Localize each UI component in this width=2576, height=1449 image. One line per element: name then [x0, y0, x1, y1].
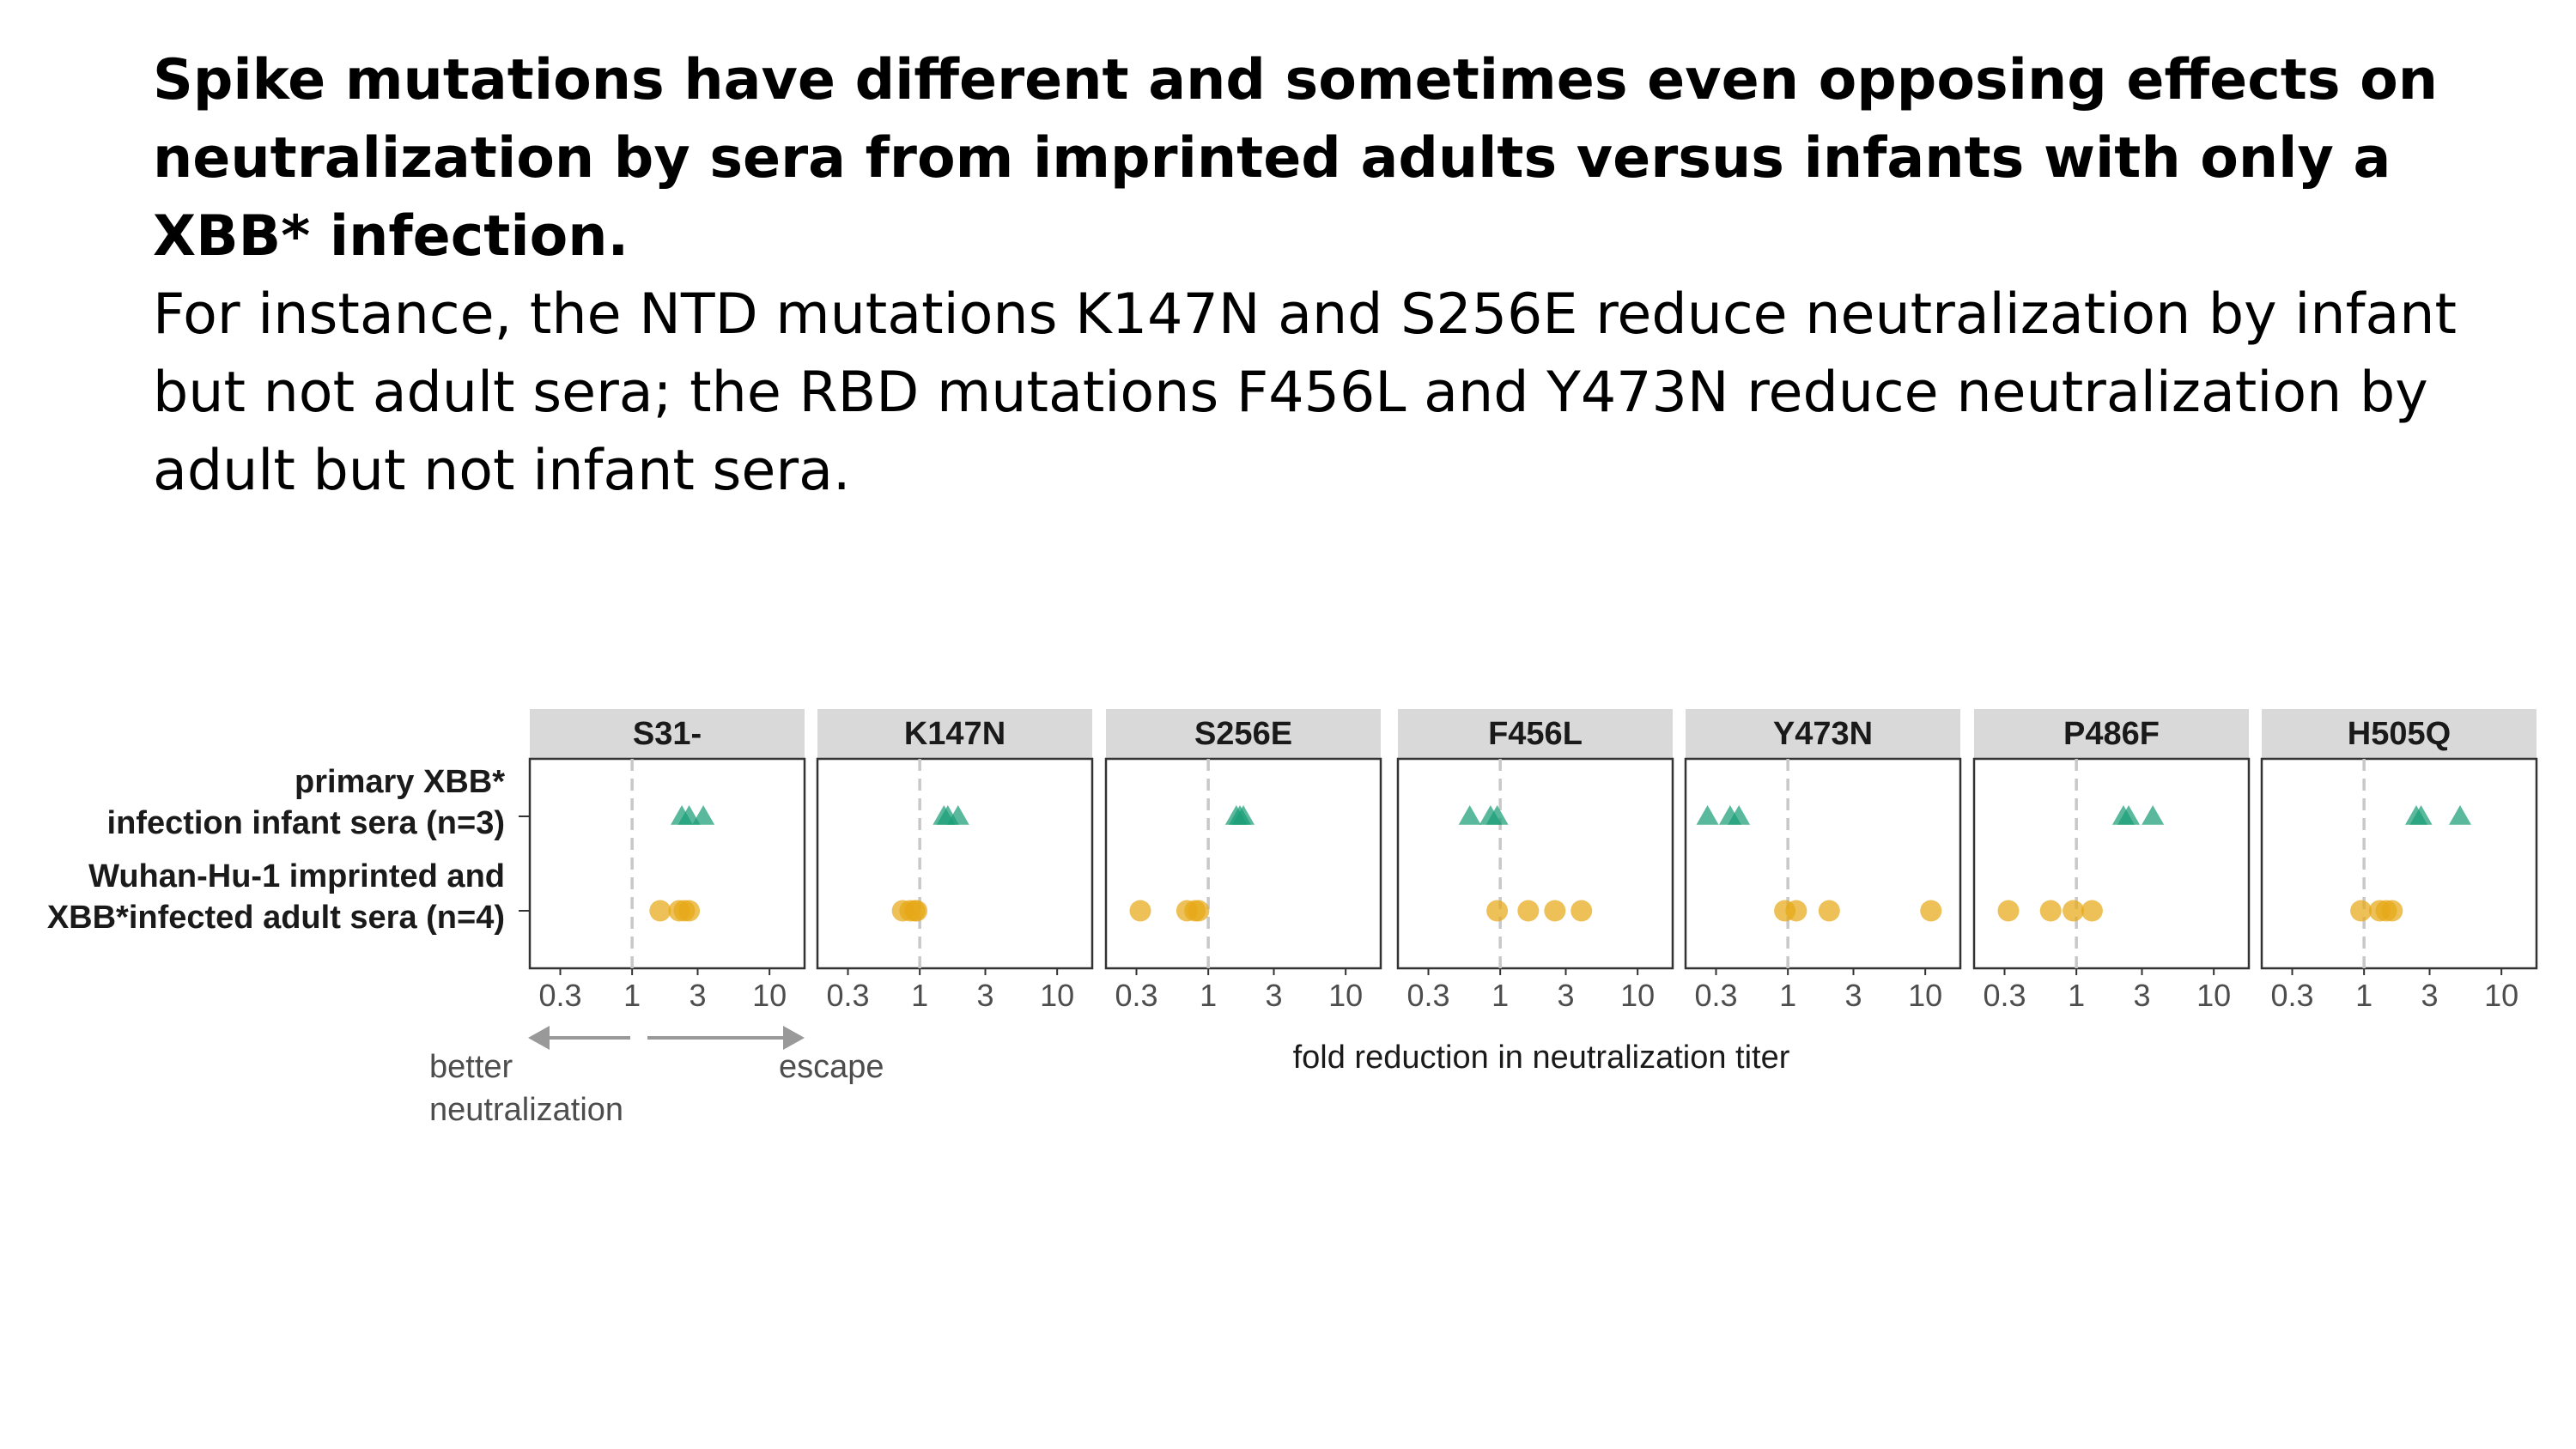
- panel-frame: [816, 757, 1094, 970]
- adult-sera-point: [1920, 900, 1942, 922]
- infant-sera-point: [1232, 805, 1255, 825]
- x-tick-label: 3: [976, 978, 993, 1013]
- x-tick-label: 0.3: [1115, 978, 1157, 1013]
- better-neutralization-arrowhead: [528, 1026, 550, 1050]
- x-tick-label: 10: [1040, 978, 1074, 1013]
- panel-title: S31-: [633, 716, 702, 752]
- infant-sera-point: [1485, 805, 1509, 825]
- panel-frame: [1972, 757, 2251, 970]
- x-tick-label: 10: [752, 978, 787, 1013]
- escape-arrowhead: [783, 1026, 805, 1050]
- adult-sera-point: [906, 900, 928, 922]
- adult-sera-point: [678, 900, 701, 922]
- x-tick-label: 3: [1557, 978, 1574, 1013]
- panel-title: F456L: [1488, 716, 1583, 752]
- adult-sera-point: [1571, 900, 1593, 922]
- panel-strip: [530, 709, 805, 759]
- adult-sera-point: [2081, 900, 2103, 922]
- row-label: infection infant sera (n=3): [107, 805, 505, 841]
- x-tick-label: 10: [2196, 978, 2231, 1013]
- row-label: Wuhan-Hu-1 imprinted and: [88, 858, 505, 894]
- x-tick-label: 0.3: [2270, 978, 2313, 1013]
- infant-sera-point: [1458, 805, 1481, 825]
- better-label: better: [429, 1049, 513, 1085]
- infant-sera-point: [1696, 805, 1719, 825]
- infant-sera-point: [2409, 805, 2433, 825]
- infant-sera-point: [1728, 805, 1751, 825]
- better-label: neutralization: [429, 1092, 623, 1128]
- infant-sera-point: [946, 805, 969, 825]
- slide-body-text: For instance, the NTD mutations K147N an…: [153, 282, 2457, 503]
- panel-strip: [817, 709, 1092, 759]
- adult-sera-point: [1544, 900, 1566, 922]
- infant-sera-point: [692, 805, 715, 825]
- slide-headline: Spike mutations have different and somet…: [153, 48, 2439, 269]
- infant-sera-point: [2448, 805, 2471, 825]
- infant-sera-point: [2117, 805, 2140, 825]
- panel-strip: [1686, 709, 1960, 759]
- adult-sera-point: [1818, 900, 1840, 922]
- panel-title: P486F: [2063, 716, 2160, 752]
- adult-sera-point: [1997, 900, 2020, 922]
- panel-title: S256E: [1194, 716, 1292, 752]
- x-tick-label: 10: [2484, 978, 2518, 1013]
- x-tick-label: 1: [2355, 978, 2372, 1013]
- panel-strip: [1106, 709, 1381, 759]
- infant-sera-point: [2142, 805, 2165, 825]
- panel-frame: [528, 757, 806, 970]
- x-tick-label: 1: [1200, 978, 1217, 1013]
- x-tick-label: 0.3: [1406, 978, 1449, 1013]
- panel-frame: [1104, 757, 1382, 970]
- adult-sera-point: [2350, 900, 2372, 922]
- panel-title: K147N: [904, 716, 1005, 752]
- x-tick-label: 10: [1908, 978, 1942, 1013]
- panel-title: H505Q: [2348, 716, 2451, 752]
- panel-frame: [1396, 757, 1674, 970]
- x-tick-label: 1: [1779, 978, 1796, 1013]
- row-label: primary XBB*: [295, 764, 505, 800]
- panel-strip: [2262, 709, 2537, 759]
- row-label: XBB*infected adult sera (n=4): [47, 900, 505, 936]
- adult-sera-point: [1785, 900, 1807, 922]
- panel-strip: [1398, 709, 1673, 759]
- adult-sera-point: [2039, 900, 2062, 922]
- x-tick-label: 3: [1844, 978, 1862, 1013]
- x-tick-label: 0.3: [538, 978, 581, 1013]
- x-tick-label: 0.3: [1983, 978, 2026, 1013]
- panel-title: Y473N: [1773, 716, 1873, 752]
- x-tick-label: 1: [623, 978, 641, 1013]
- adult-sera-point: [1486, 900, 1509, 922]
- x-axis-title: fold reduction in neutralization titer: [1293, 1040, 1790, 1076]
- adult-sera-point: [1129, 900, 1151, 922]
- x-tick-label: 3: [2133, 978, 2150, 1013]
- x-tick-label: 0.3: [1694, 978, 1737, 1013]
- adult-sera-point: [1188, 900, 1210, 922]
- x-tick-label: 0.3: [826, 978, 869, 1013]
- adult-sera-point: [2381, 900, 2403, 922]
- adult-sera-point: [649, 900, 671, 922]
- x-tick-label: 1: [911, 978, 928, 1013]
- panel-strip: [1974, 709, 2249, 759]
- x-tick-label: 10: [1328, 978, 1363, 1013]
- x-tick-label: 3: [1265, 978, 1282, 1013]
- x-tick-label: 3: [2421, 978, 2438, 1013]
- panel-frame: [1684, 757, 1962, 970]
- adult-sera-point: [2063, 900, 2085, 922]
- panel-frame: [2260, 757, 2538, 970]
- adult-sera-point: [1517, 900, 1540, 922]
- x-tick-label: 10: [1620, 978, 1655, 1013]
- x-tick-label: 1: [2068, 978, 2085, 1013]
- escape-label: escape: [779, 1049, 884, 1085]
- infant-sera-point: [677, 805, 701, 825]
- x-tick-label: 3: [689, 978, 706, 1013]
- x-tick-label: 1: [1492, 978, 1509, 1013]
